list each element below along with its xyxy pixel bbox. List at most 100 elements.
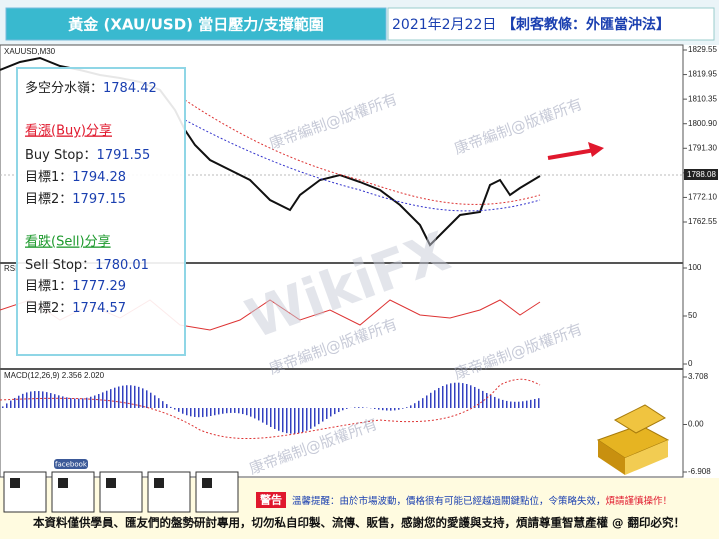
macd-bar [322,408,324,422]
macd-bar [54,394,56,408]
macd-bar [102,392,104,408]
ribbon [184,99,541,205]
macd-bar [250,408,252,417]
macd-bar [18,395,20,408]
macd-bar [138,386,140,408]
macd-bar [310,408,312,429]
axis-label: 50 [688,311,697,320]
rsi-label: RSI [4,264,17,273]
macd-bar [282,408,284,433]
macd-bar [222,408,224,414]
macd-bar [94,395,96,408]
macd-bar [506,400,508,408]
macd-bar [38,391,40,408]
macd-bar [118,386,120,408]
notice: 本資料僅供學員、匯友們的盤勢研討專用，切勿私自印製、流傳、販售，感謝您的愛護與支… [33,516,685,530]
buy-title: 看漲(Buy)分享 [25,123,112,139]
buy-stop: Buy Stop：1791.55 [25,148,150,163]
macd-bar [26,392,28,408]
axis-label: 1791.30 [688,143,717,152]
macd-bar [190,408,192,417]
macd-bar [270,408,272,427]
date: 2021年2月22日 [392,17,496,33]
macd-bar [278,408,280,431]
macd-bar [442,385,444,408]
qr-codes [3,471,239,513]
macd-bar [30,391,32,408]
macd-bar [218,408,220,415]
macd-bar [70,398,72,408]
macd-bar [494,396,496,408]
macd-bar [126,385,128,408]
macd-bar [146,390,148,408]
sell-target: 目標2：1774.57 [25,301,126,316]
macd-bar [474,386,476,408]
macd-bar [426,395,428,408]
macd-bar [314,408,316,427]
axis-label: 3.708 [688,372,709,381]
macd-bar [406,407,408,408]
macd-bar [234,408,236,413]
macd-bar [386,408,388,411]
warning-text: 溫馨提醒：由於市場波動，價格很有可能已經越過關鍵點位，令策略失效，煩請謹慎操作！ [292,495,672,507]
macd-bar [150,392,152,408]
macd-bar [50,393,52,408]
macd-bar [430,392,432,408]
macd-bar [534,399,536,408]
macd-bar [10,400,12,408]
macd-bar [22,393,24,408]
macd-bar [382,408,384,411]
macd-bar [170,406,172,408]
macd-bars [2,382,540,434]
macd-bar [342,408,344,411]
macd-bar [402,408,404,409]
gold-bars [596,404,670,475]
axis-label: 100 [688,263,702,272]
macd-bar [354,407,356,408]
axis-label: 0 [688,359,693,368]
macd-bar [538,398,540,408]
macd-bar [2,406,4,408]
macd-bar [502,399,504,408]
macd-bar [106,390,108,408]
macd-bar [466,383,468,408]
macd-bar [374,408,376,409]
warning-tag-bg [256,492,286,508]
price-axis: 1829.551819.951810.351800.901791.301781.… [683,45,717,226]
macd-bar [390,408,392,411]
axis-label: 1800.90 [688,119,717,128]
macd-bar [318,408,320,425]
sell-title: 看跌(Sell)分享 [25,234,111,250]
macd-bar [82,398,84,408]
macd-bar [246,408,248,416]
axis-label: 0.00 [688,420,704,429]
macd-bar [338,408,340,413]
macd-bar [422,398,424,408]
title-box [5,7,387,41]
macd-bar [110,389,112,408]
macd-bar [122,385,124,408]
ribbon [184,119,541,212]
macd-bar [510,401,512,408]
macd-bar [330,408,332,417]
macd-bar [362,407,364,408]
date-box [387,7,715,41]
macd-bar [6,403,8,408]
macd-bar [210,408,212,417]
macd-bar [230,408,232,413]
facebook-badge [54,459,88,469]
macd-bar [46,392,48,408]
macd-bar [414,403,416,408]
arrow [547,148,596,160]
macd-bar [398,408,400,410]
macd-bar [130,385,132,408]
macd-bar [254,408,256,419]
axis-label: 1819.95 [688,70,717,79]
macd-bar [482,390,484,408]
pivot-label: 多空分水嶺：1784.42 [25,80,157,96]
macd-bar [162,401,164,408]
macd-bar [178,408,180,412]
macd-bar [434,390,436,408]
macd-bar [394,408,396,411]
macd-bar [214,408,216,416]
